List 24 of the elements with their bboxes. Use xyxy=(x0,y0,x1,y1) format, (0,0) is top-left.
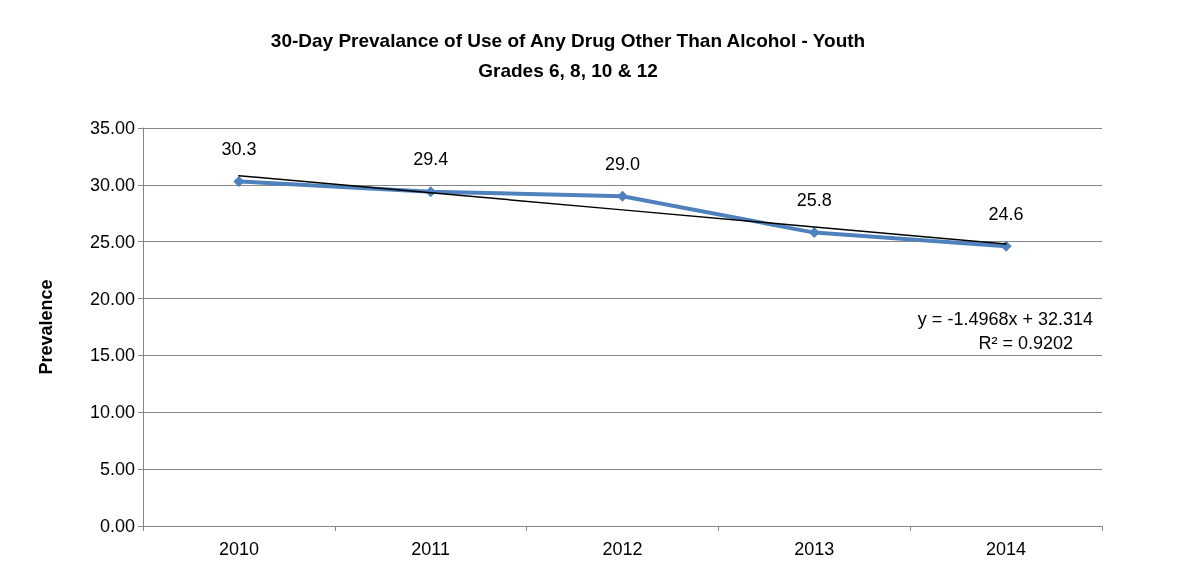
point xyxy=(617,190,628,202)
y-tick-label: 35.00 xyxy=(89,118,135,138)
point xyxy=(808,227,820,239)
data-label: 29.4 xyxy=(413,149,449,170)
y-tick-label: 0.00 xyxy=(99,516,135,536)
annotation: R² = 0.9202 xyxy=(978,333,1073,353)
y-tick-label: 20.00 xyxy=(89,288,135,309)
x-tick-label: 2011 xyxy=(411,539,451,559)
x-tick-label: 2012 xyxy=(602,539,643,559)
x-tick-label: 2010 xyxy=(218,539,259,559)
x-tick-label: 2014 xyxy=(986,539,1027,559)
y-axis-title: Prevalence xyxy=(36,279,56,375)
data-label: 24.6 xyxy=(988,203,1024,224)
y-tick-label: 30.00 xyxy=(89,174,135,195)
chart-title: 30-Day Prevalance of Use of Any Drug Other Than Alcohol - Youth Grades 6, 8, 10 & 12 xyxy=(270,29,866,81)
annotation: y = -1.4968x + 32.314 xyxy=(917,309,1094,329)
x-tick-label: 2013 xyxy=(794,539,835,559)
y-tick-label: 15.00 xyxy=(89,345,135,366)
y-tick-label: 10.00 xyxy=(89,402,135,423)
y-tick-label: 5.00 xyxy=(99,459,135,480)
data-label: 25.8 xyxy=(796,190,832,211)
y-tick-label: 25.00 xyxy=(89,231,135,252)
data-label: 29.0 xyxy=(604,153,641,174)
data-label: 30.3 xyxy=(221,138,257,159)
